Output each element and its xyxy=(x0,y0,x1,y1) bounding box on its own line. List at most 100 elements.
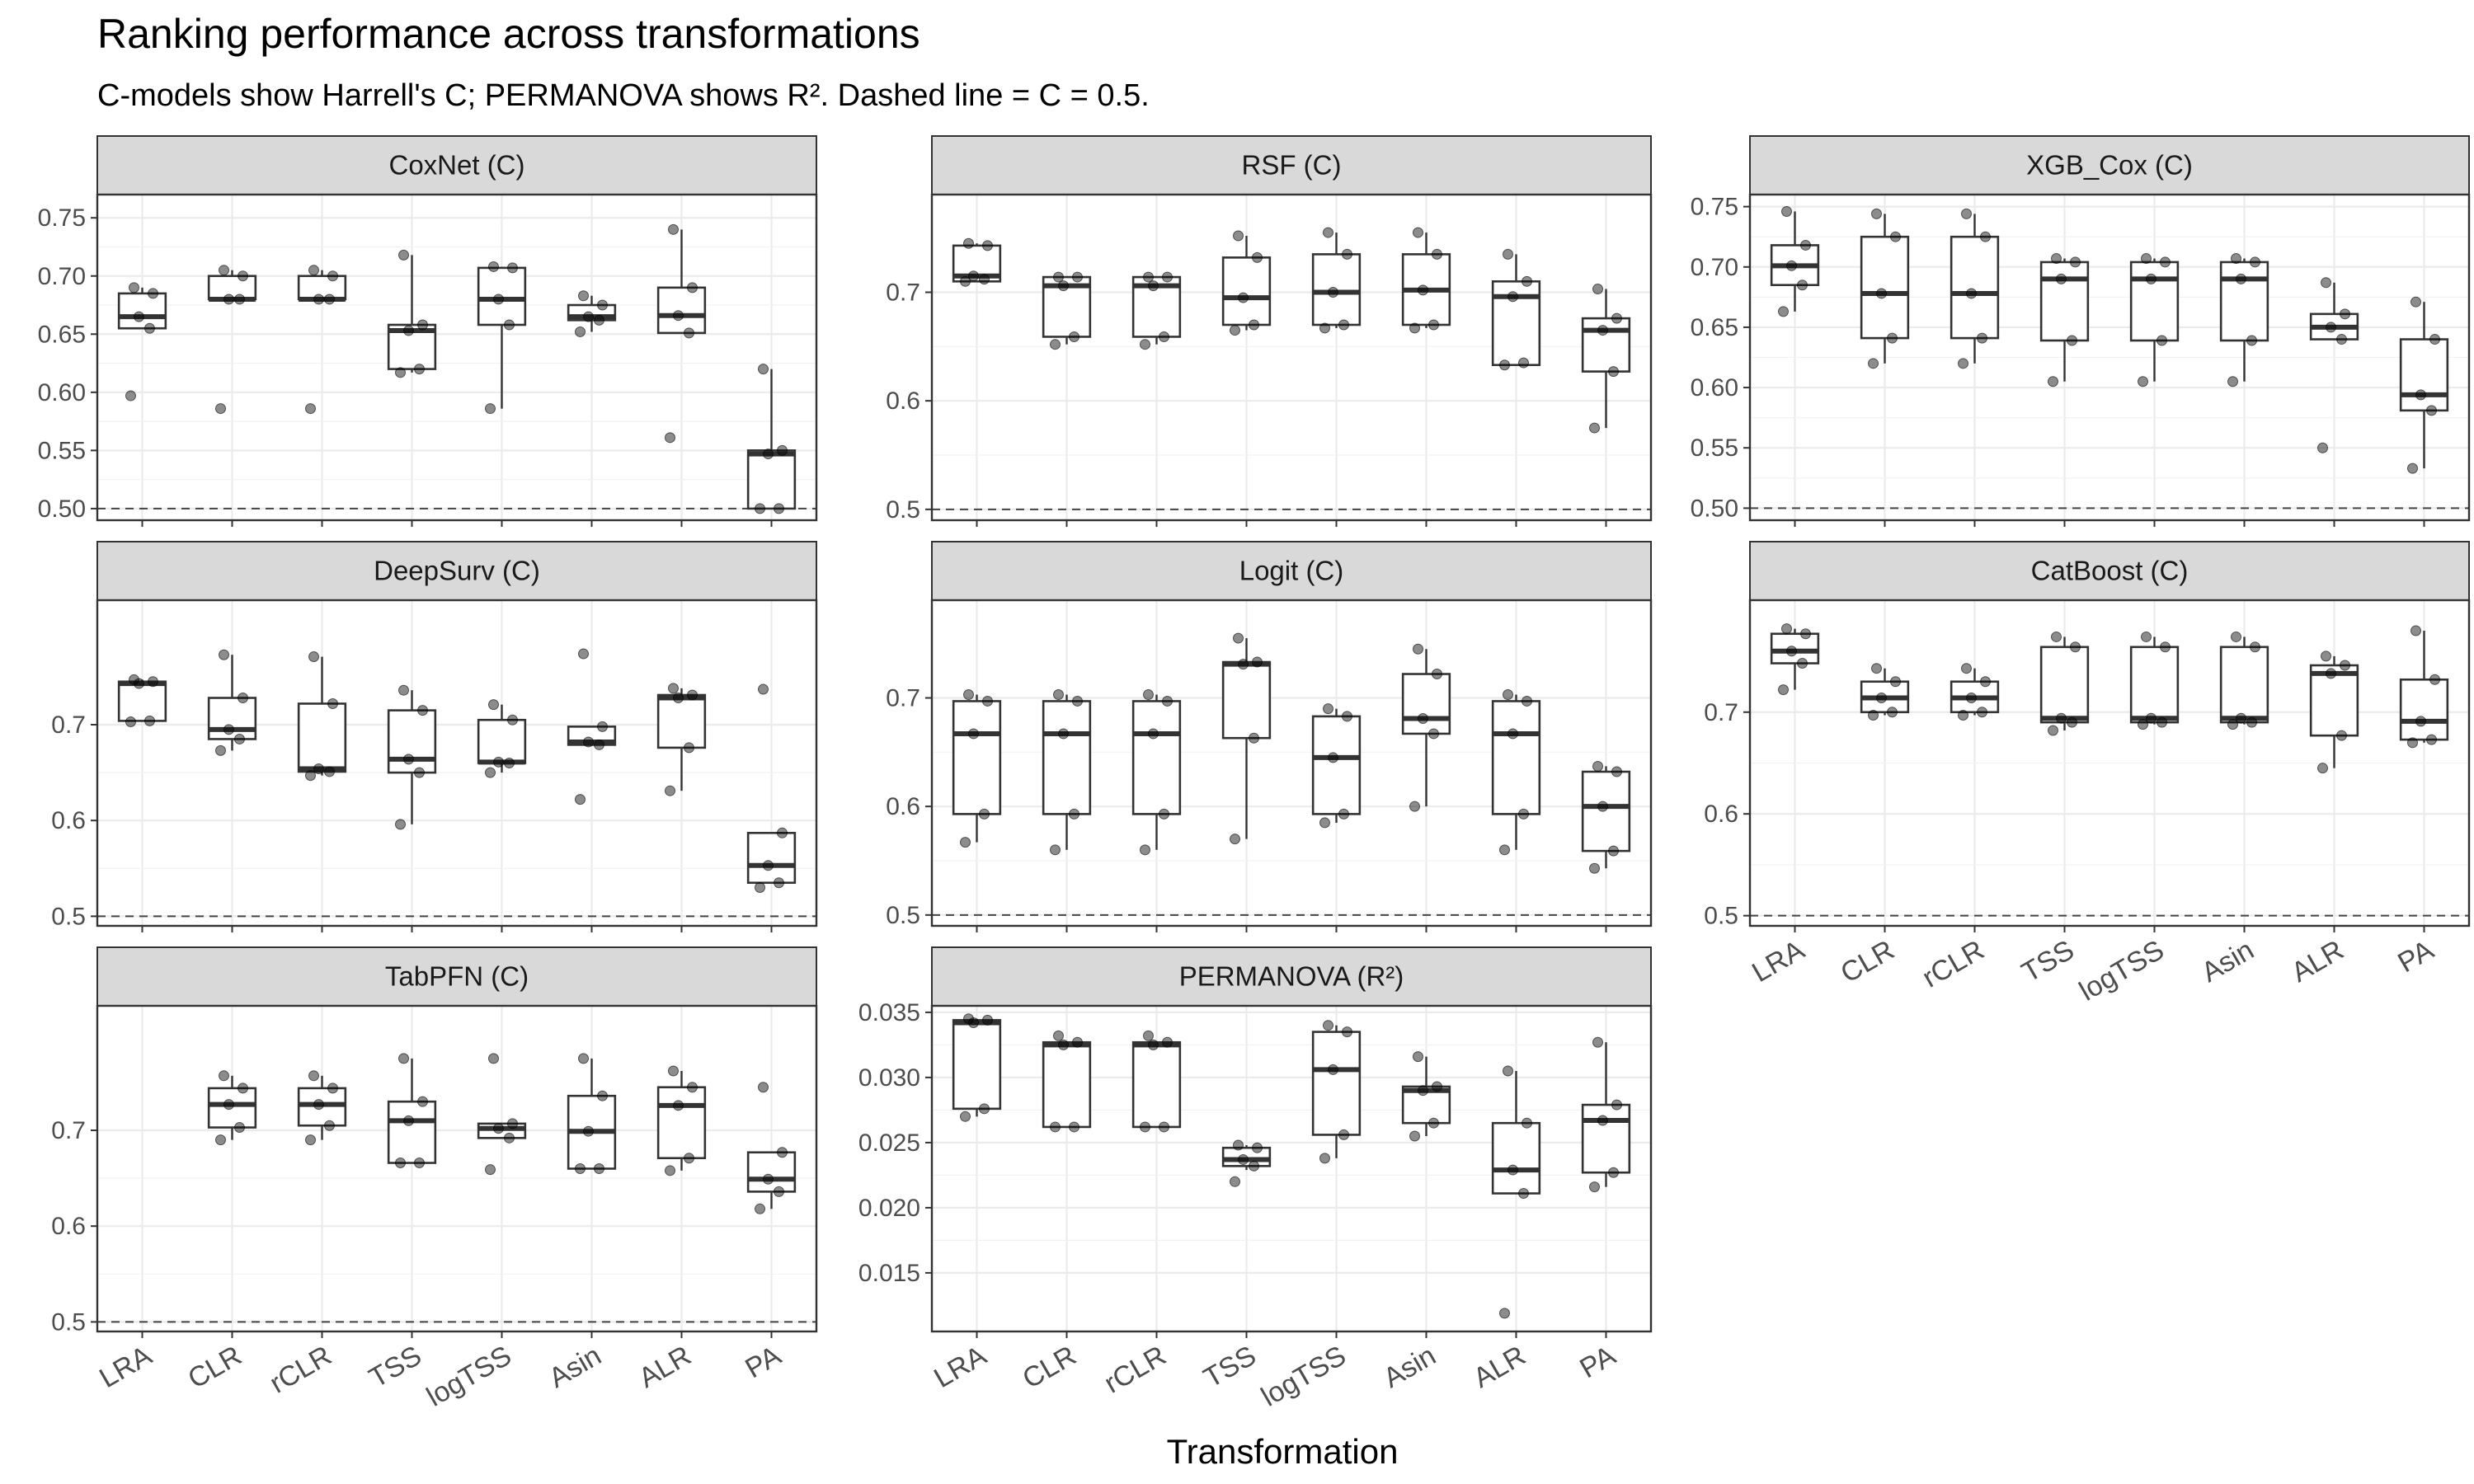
data-point xyxy=(395,367,406,378)
data-point xyxy=(1319,322,1330,334)
data-point xyxy=(2157,335,2167,346)
box-body xyxy=(2039,646,2090,724)
data-point xyxy=(575,326,586,337)
data-point xyxy=(324,1120,335,1131)
data-point xyxy=(968,270,979,282)
data-point xyxy=(1319,817,1330,829)
data-point xyxy=(398,1053,409,1064)
data-point xyxy=(1958,709,1968,721)
box-body xyxy=(297,702,347,773)
x-tick-label: logTSS xyxy=(1256,1340,1352,1413)
data-point xyxy=(1503,248,1513,260)
x-tick-label: ALR xyxy=(633,1340,696,1394)
data-point xyxy=(2407,463,2418,474)
box-body xyxy=(477,718,527,764)
box-body xyxy=(1042,1040,1092,1129)
data-point xyxy=(324,294,335,305)
x-tick-label: PA xyxy=(2392,934,2439,979)
data-point xyxy=(1797,658,1808,669)
data-point xyxy=(1868,358,1879,369)
data-point xyxy=(1058,280,1069,292)
data-point xyxy=(758,364,769,375)
x-tick-label: TSS xyxy=(2016,934,2079,989)
data-point xyxy=(1499,1308,1510,1319)
box-body xyxy=(1311,253,1362,326)
data-point xyxy=(1432,248,1442,260)
y-tick-label: 0.65 xyxy=(38,321,86,348)
data-point xyxy=(403,325,414,336)
box-body xyxy=(656,1086,707,1160)
data-point xyxy=(403,1115,414,1126)
data-point xyxy=(403,754,414,765)
y-tick-label: 0.70 xyxy=(38,263,86,290)
x-tick-label: rCLR xyxy=(1917,934,1990,994)
y-tick-label: 0.5 xyxy=(886,902,920,929)
x-tick-label: CLR xyxy=(1836,934,1900,989)
data-point xyxy=(2411,625,2421,636)
data-point xyxy=(763,1173,774,1185)
facet-strip xyxy=(96,541,817,601)
data-point xyxy=(125,390,136,402)
facet-strip xyxy=(96,135,817,195)
data-point xyxy=(1589,1181,1600,1193)
data-point xyxy=(1876,693,1887,703)
data-point xyxy=(1238,292,1249,303)
box-body xyxy=(1491,1121,1541,1195)
data-point xyxy=(979,808,990,819)
data-point xyxy=(979,274,990,285)
box-rCLR xyxy=(1131,1030,1182,1133)
x-tick-label: LRA xyxy=(1747,934,1810,989)
data-point xyxy=(673,1100,684,1111)
box-CLR xyxy=(207,265,257,415)
data-point xyxy=(673,310,684,322)
data-point xyxy=(129,282,139,294)
data-point xyxy=(597,721,608,732)
y-tick-label: 0.6 xyxy=(51,807,86,834)
box-ALR xyxy=(656,683,707,796)
data-point xyxy=(583,311,594,322)
data-point xyxy=(583,1125,594,1137)
data-point xyxy=(1980,676,1991,688)
panel-border xyxy=(96,193,818,522)
data-point xyxy=(2321,277,2331,289)
data-point xyxy=(219,265,229,276)
data-point xyxy=(1958,358,1968,369)
x-tick-label: rCLR xyxy=(265,1340,337,1400)
data-point xyxy=(1522,275,1532,287)
data-point xyxy=(578,1053,589,1064)
box-body xyxy=(1221,660,1272,740)
facet-strip-label: TabPFN (C) xyxy=(385,961,529,992)
facet-strip-label: Logit (C) xyxy=(1239,556,1344,586)
data-point xyxy=(327,1082,338,1094)
box-body xyxy=(1581,1103,1631,1174)
box-body xyxy=(2219,261,2269,342)
data-point xyxy=(1413,1051,1423,1063)
box-CLR xyxy=(1042,271,1092,350)
box-logTSS xyxy=(1311,1020,1362,1164)
data-point xyxy=(493,294,504,305)
data-point xyxy=(395,819,406,830)
y-tick-label: 0.7 xyxy=(886,279,920,307)
x-tick-label: Asin xyxy=(1378,1340,1441,1394)
y-tick-label: 0.75 xyxy=(1691,194,1738,221)
box-logTSS xyxy=(2129,631,2180,730)
data-point xyxy=(1050,844,1061,856)
data-point xyxy=(1890,231,1901,242)
data-point xyxy=(1518,357,1529,369)
data-point xyxy=(2227,376,2238,387)
data-point xyxy=(1611,312,1622,324)
data-point xyxy=(1409,1130,1420,1142)
data-point xyxy=(1778,684,1789,696)
data-point xyxy=(597,299,608,311)
data-point xyxy=(1319,1153,1330,1164)
y-tick-label: 0.035 xyxy=(858,999,920,1026)
data-point xyxy=(414,1158,425,1169)
data-point xyxy=(578,290,589,302)
data-point xyxy=(960,1111,971,1122)
panel-border xyxy=(96,599,818,928)
x-tick-label: PA xyxy=(1574,1340,1620,1384)
data-point xyxy=(1499,359,1510,371)
data-point xyxy=(1323,1020,1333,1031)
y-tick-label: 0.025 xyxy=(858,1129,920,1157)
